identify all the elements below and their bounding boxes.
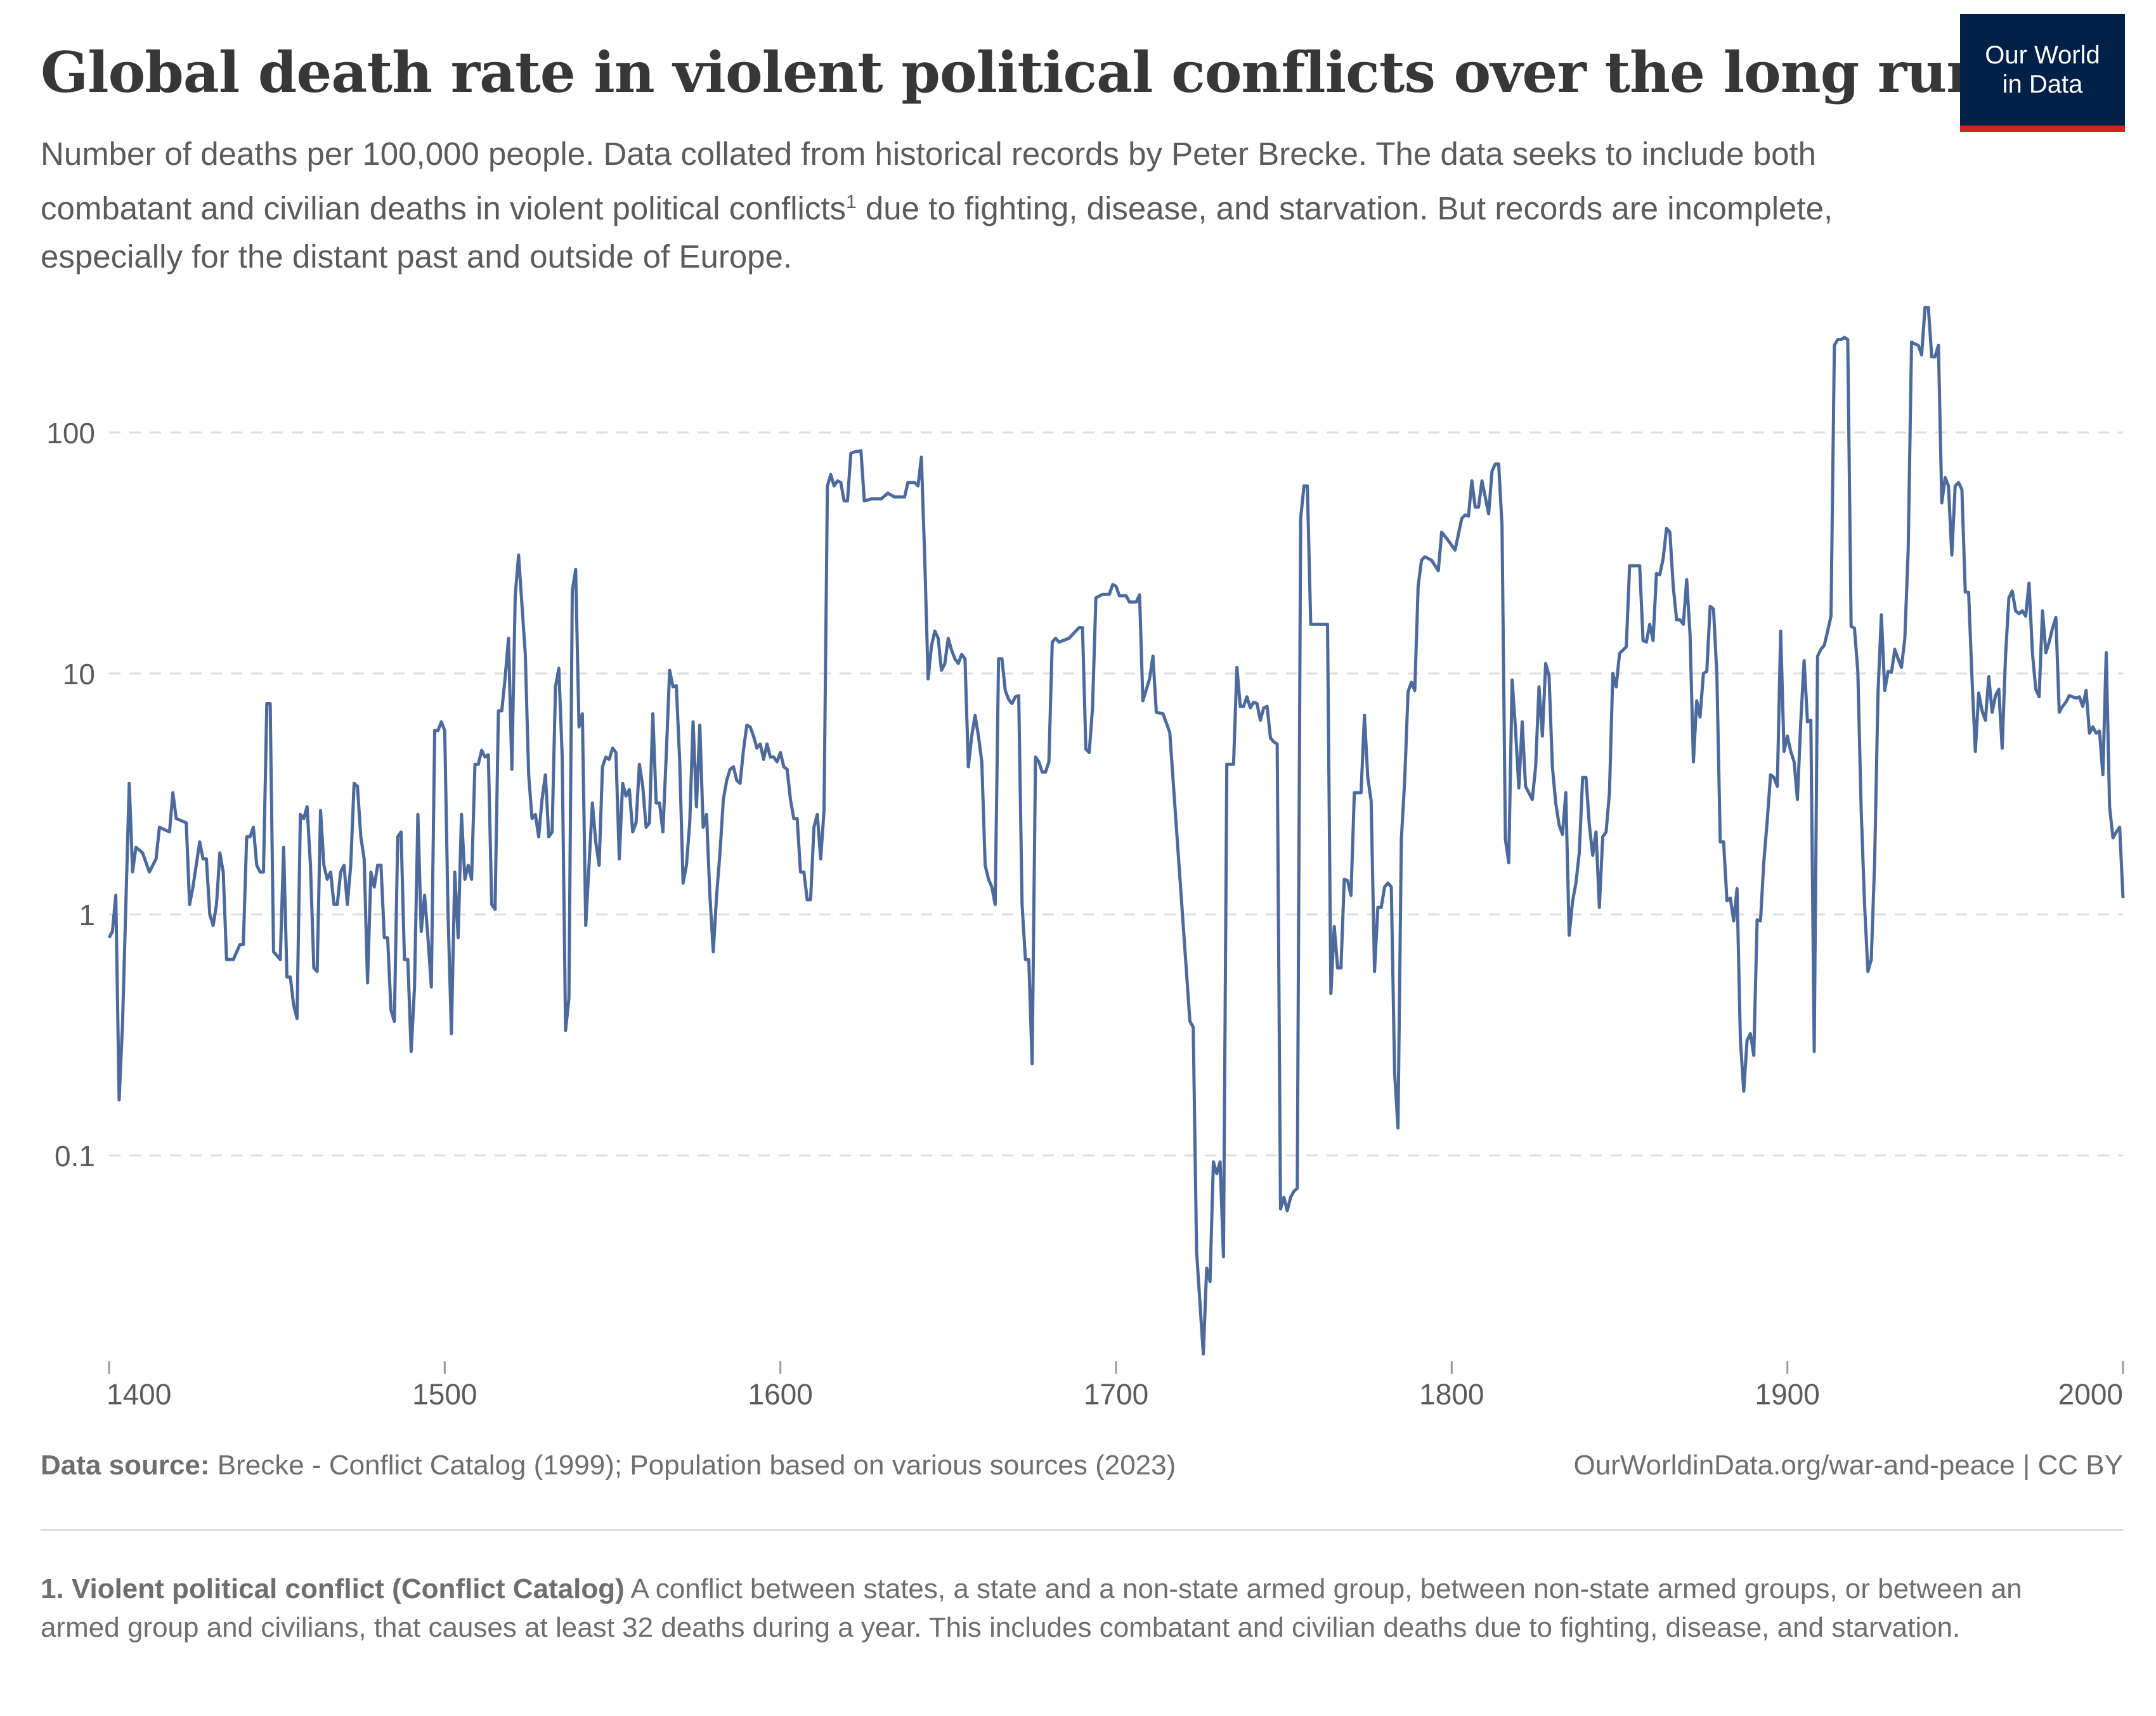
data-source: Data source: Brecke - Conflict Catalog (…: [41, 1450, 1176, 1481]
y-tick-label: 10: [63, 658, 95, 691]
x-axis: 1400 1500 1600 1700 1800 1900 2000: [107, 1361, 2124, 1410]
footnote: 1. Violent political conflict (Conflict …: [41, 1570, 2070, 1647]
y-tick-label: 1: [79, 899, 95, 932]
x-tick-label: 1500: [412, 1377, 477, 1410]
y-axis-ticks: 0.1 1 10 100: [46, 417, 95, 1173]
y-tick-label: 0.1: [55, 1140, 95, 1173]
gridlines: [109, 431, 2123, 1157]
our-world-in-data-logo[interactable]: Our World in Data: [1960, 14, 2125, 132]
subtitle-text-continued: due to fighting, disease, and starvation…: [41, 190, 1833, 275]
x-tick-label: 1400: [107, 1377, 171, 1410]
logo-line-2: in Data: [2002, 70, 2083, 98]
logo-red-bar: [1960, 126, 2125, 132]
credit-link[interactable]: OurWorldinData.org/war-and-peace | CC BY: [1573, 1450, 2123, 1481]
chart-title: Global death rate in violent political c…: [41, 39, 1987, 105]
x-tick-label: 1700: [1084, 1377, 1148, 1410]
source-label: Data source:: [41, 1450, 210, 1481]
x-tick-label: 1800: [1419, 1377, 1484, 1410]
x-tick-label: 1900: [1755, 1377, 1819, 1410]
divider: [41, 1529, 2123, 1531]
footnote-text: A conflict between states, a state and a…: [41, 1573, 2022, 1643]
series-line: [107, 306, 2125, 1356]
source-text: Brecke - Conflict Catalog (1999); Popula…: [209, 1450, 1176, 1481]
x-tick-label: 2000: [2058, 1377, 2123, 1410]
subtitle-text: Number of deaths per 100,000 people. Dat…: [41, 136, 1816, 226]
footnote-marker: 1: [846, 192, 857, 212]
logo-line-1: Our World: [1985, 41, 2100, 69]
x-tick-label: 1600: [748, 1377, 812, 1410]
chart-subtitle: Number of deaths per 100,000 people. Dat…: [41, 130, 1880, 281]
y-tick-label: 100: [46, 417, 95, 450]
footnote-label: 1. Violent political conflict (Conflict …: [41, 1573, 625, 1604]
